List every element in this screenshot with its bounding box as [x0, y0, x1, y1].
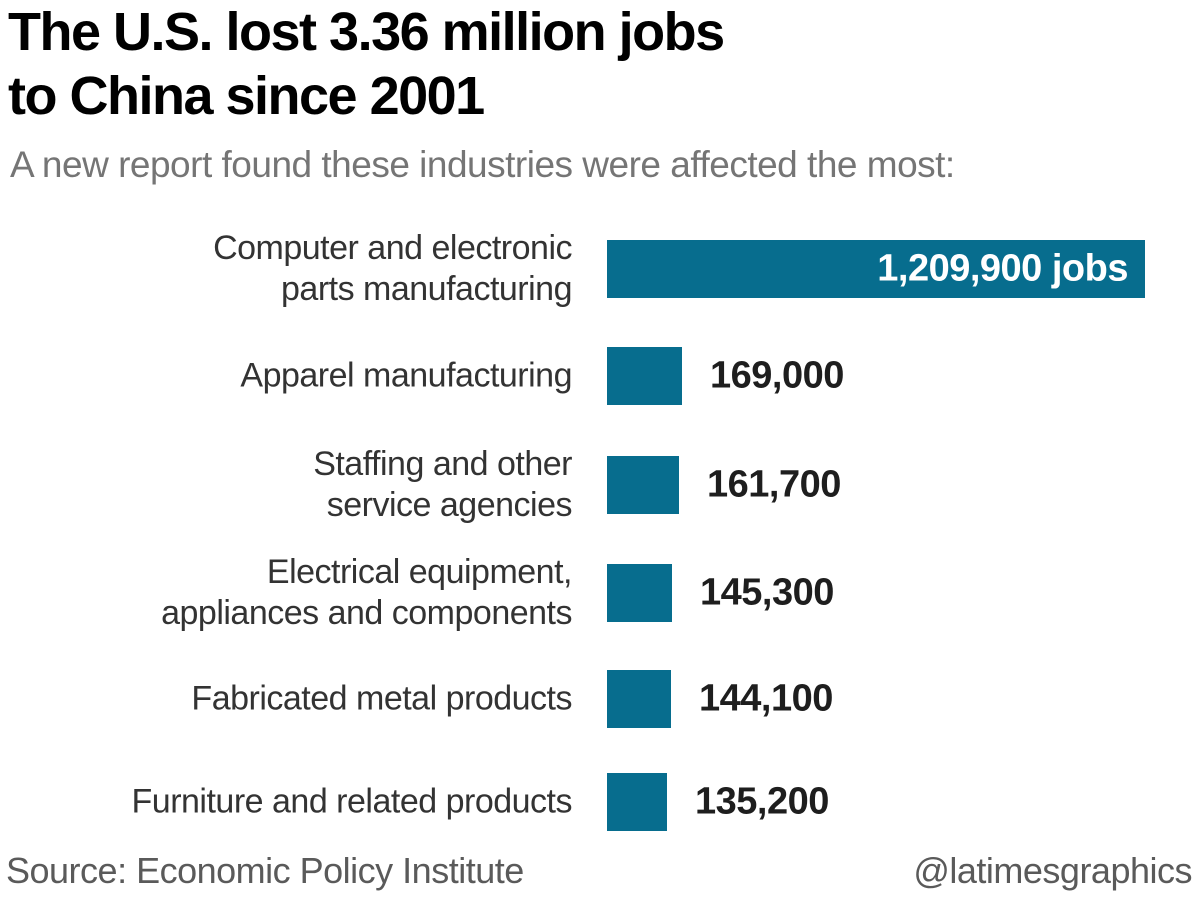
bar-label-line: service agencies — [326, 486, 573, 524]
bar: 1,209,900 jobs — [607, 240, 1145, 298]
bar-value: 169,000 — [710, 354, 844, 397]
bar-value: 161,700 — [707, 463, 841, 506]
bar-label: Staffing and other service agencies — [12, 444, 572, 526]
bar-label: Furniture and related products — [12, 782, 573, 823]
footer: Source: Economic Policy Institute @latim… — [6, 850, 1192, 892]
chart-title-line2: to China since 2001 — [8, 66, 485, 126]
bar — [607, 773, 667, 831]
bar — [607, 347, 682, 405]
credit-handle: @latimesgraphics — [913, 850, 1192, 891]
chart-title: The U.S. lost 3.36 million jobs to China … — [8, 0, 725, 128]
source-note: Source: Economic Policy Institute — [6, 850, 524, 891]
bar-value: 1,209,900 jobs — [877, 247, 1128, 290]
bar — [607, 564, 672, 622]
bar-value: 144,100 — [699, 677, 833, 720]
bar-label-line: Furniture and related products — [131, 782, 573, 821]
bar-label-line: Apparel manufacturing — [240, 356, 572, 395]
bar-label-line: Fabricated metal products — [191, 679, 572, 718]
bar — [607, 670, 671, 728]
bar-label-line: parts manufacturing — [281, 270, 573, 308]
chart-subtitle: A new report found these industries were… — [10, 144, 955, 185]
bar-label: Computer and electronic parts manufacturi… — [12, 228, 572, 310]
bar-label: Fabricated metal products — [12, 679, 572, 720]
bar-label-line: appliances and components — [161, 594, 572, 632]
bar — [607, 456, 679, 514]
bar-value: 135,200 — [695, 780, 829, 823]
bar-label-line: Staffing and other — [313, 445, 572, 483]
bar-label-line: Computer and electronic — [213, 229, 572, 267]
bar-label-line: Electrical equipment, — [266, 553, 573, 591]
bar-label: Apparel manufacturing — [12, 356, 572, 397]
bar-label: Electrical equipment, appliances and comp… — [12, 552, 572, 634]
chart-title-line1: The U.S. lost 3.36 million jobs — [8, 2, 725, 62]
bar-value: 145,300 — [700, 571, 834, 614]
